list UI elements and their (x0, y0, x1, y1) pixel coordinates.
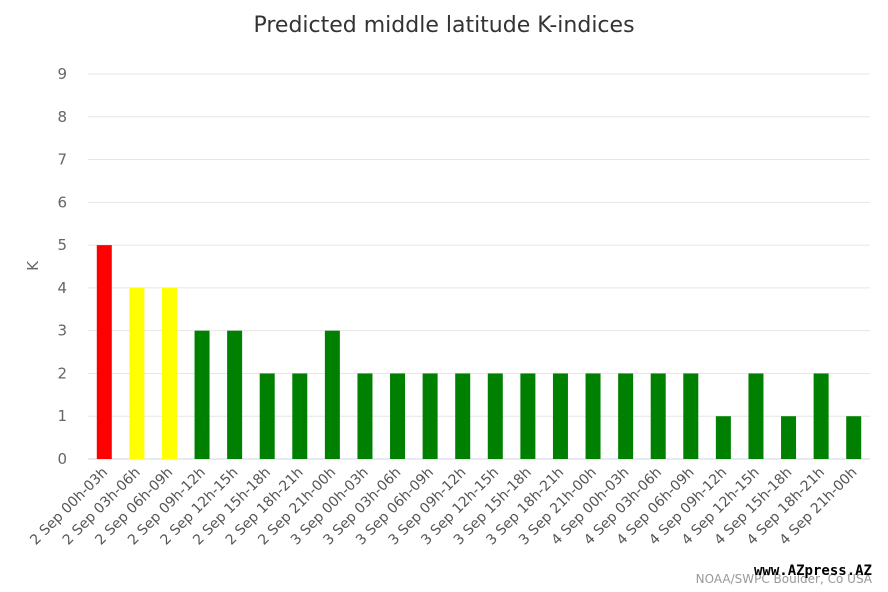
watermark: www.AZpress.AZ (754, 563, 872, 579)
bar (129, 287, 145, 459)
y-tick-label: 6 (57, 193, 67, 211)
bar (781, 416, 797, 459)
bar (194, 330, 210, 459)
bar (748, 373, 764, 459)
y-axis-ticks: 0 1 2 3 4 5 6 7 8 9 (57, 65, 67, 468)
chart-credit: NOAA/SWPC Boulder, Co USA (696, 572, 873, 586)
bar (683, 373, 699, 459)
bar (390, 373, 406, 459)
bar (618, 373, 634, 459)
y-tick-label: 5 (57, 236, 67, 254)
y-axis-title: K (24, 260, 42, 271)
gridlines (88, 73, 870, 460)
y-tick-label: 1 (57, 407, 67, 425)
bar (552, 373, 568, 459)
bar (715, 416, 731, 459)
bar (650, 373, 666, 459)
bar (96, 245, 112, 459)
bar (813, 373, 829, 459)
chart-title: Predicted middle latitude K-indices (253, 13, 634, 38)
y-tick-label: 0 (57, 450, 67, 468)
bars (96, 245, 862, 459)
bar (422, 373, 438, 459)
y-tick-label: 2 (57, 364, 67, 382)
bar (324, 330, 340, 459)
bar (585, 373, 601, 459)
bar (487, 373, 503, 459)
bar (846, 416, 862, 459)
y-tick-label: 3 (57, 322, 67, 340)
bar (259, 373, 275, 459)
y-tick-label: 4 (57, 279, 67, 297)
bar (292, 373, 308, 459)
bar (227, 330, 243, 459)
bar (161, 287, 177, 459)
y-tick-label: 9 (57, 65, 67, 83)
y-tick-label: 7 (57, 151, 67, 169)
bar (455, 373, 471, 459)
y-tick-label: 8 (57, 108, 67, 126)
bar (357, 373, 373, 459)
bar (520, 373, 536, 459)
